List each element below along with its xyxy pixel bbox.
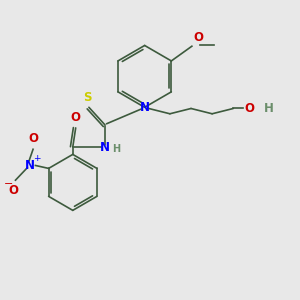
Text: S: S — [83, 91, 92, 104]
Text: O: O — [8, 184, 18, 197]
Text: O: O — [244, 102, 254, 115]
Text: +: + — [33, 154, 40, 164]
Text: O: O — [71, 111, 81, 124]
Text: H: H — [112, 144, 120, 154]
Text: N: N — [140, 101, 150, 114]
Text: H: H — [263, 102, 273, 115]
Text: N: N — [100, 141, 110, 154]
Text: −: − — [4, 179, 13, 189]
Text: N: N — [25, 159, 35, 172]
Text: O: O — [29, 132, 39, 146]
Text: O: O — [193, 32, 203, 44]
